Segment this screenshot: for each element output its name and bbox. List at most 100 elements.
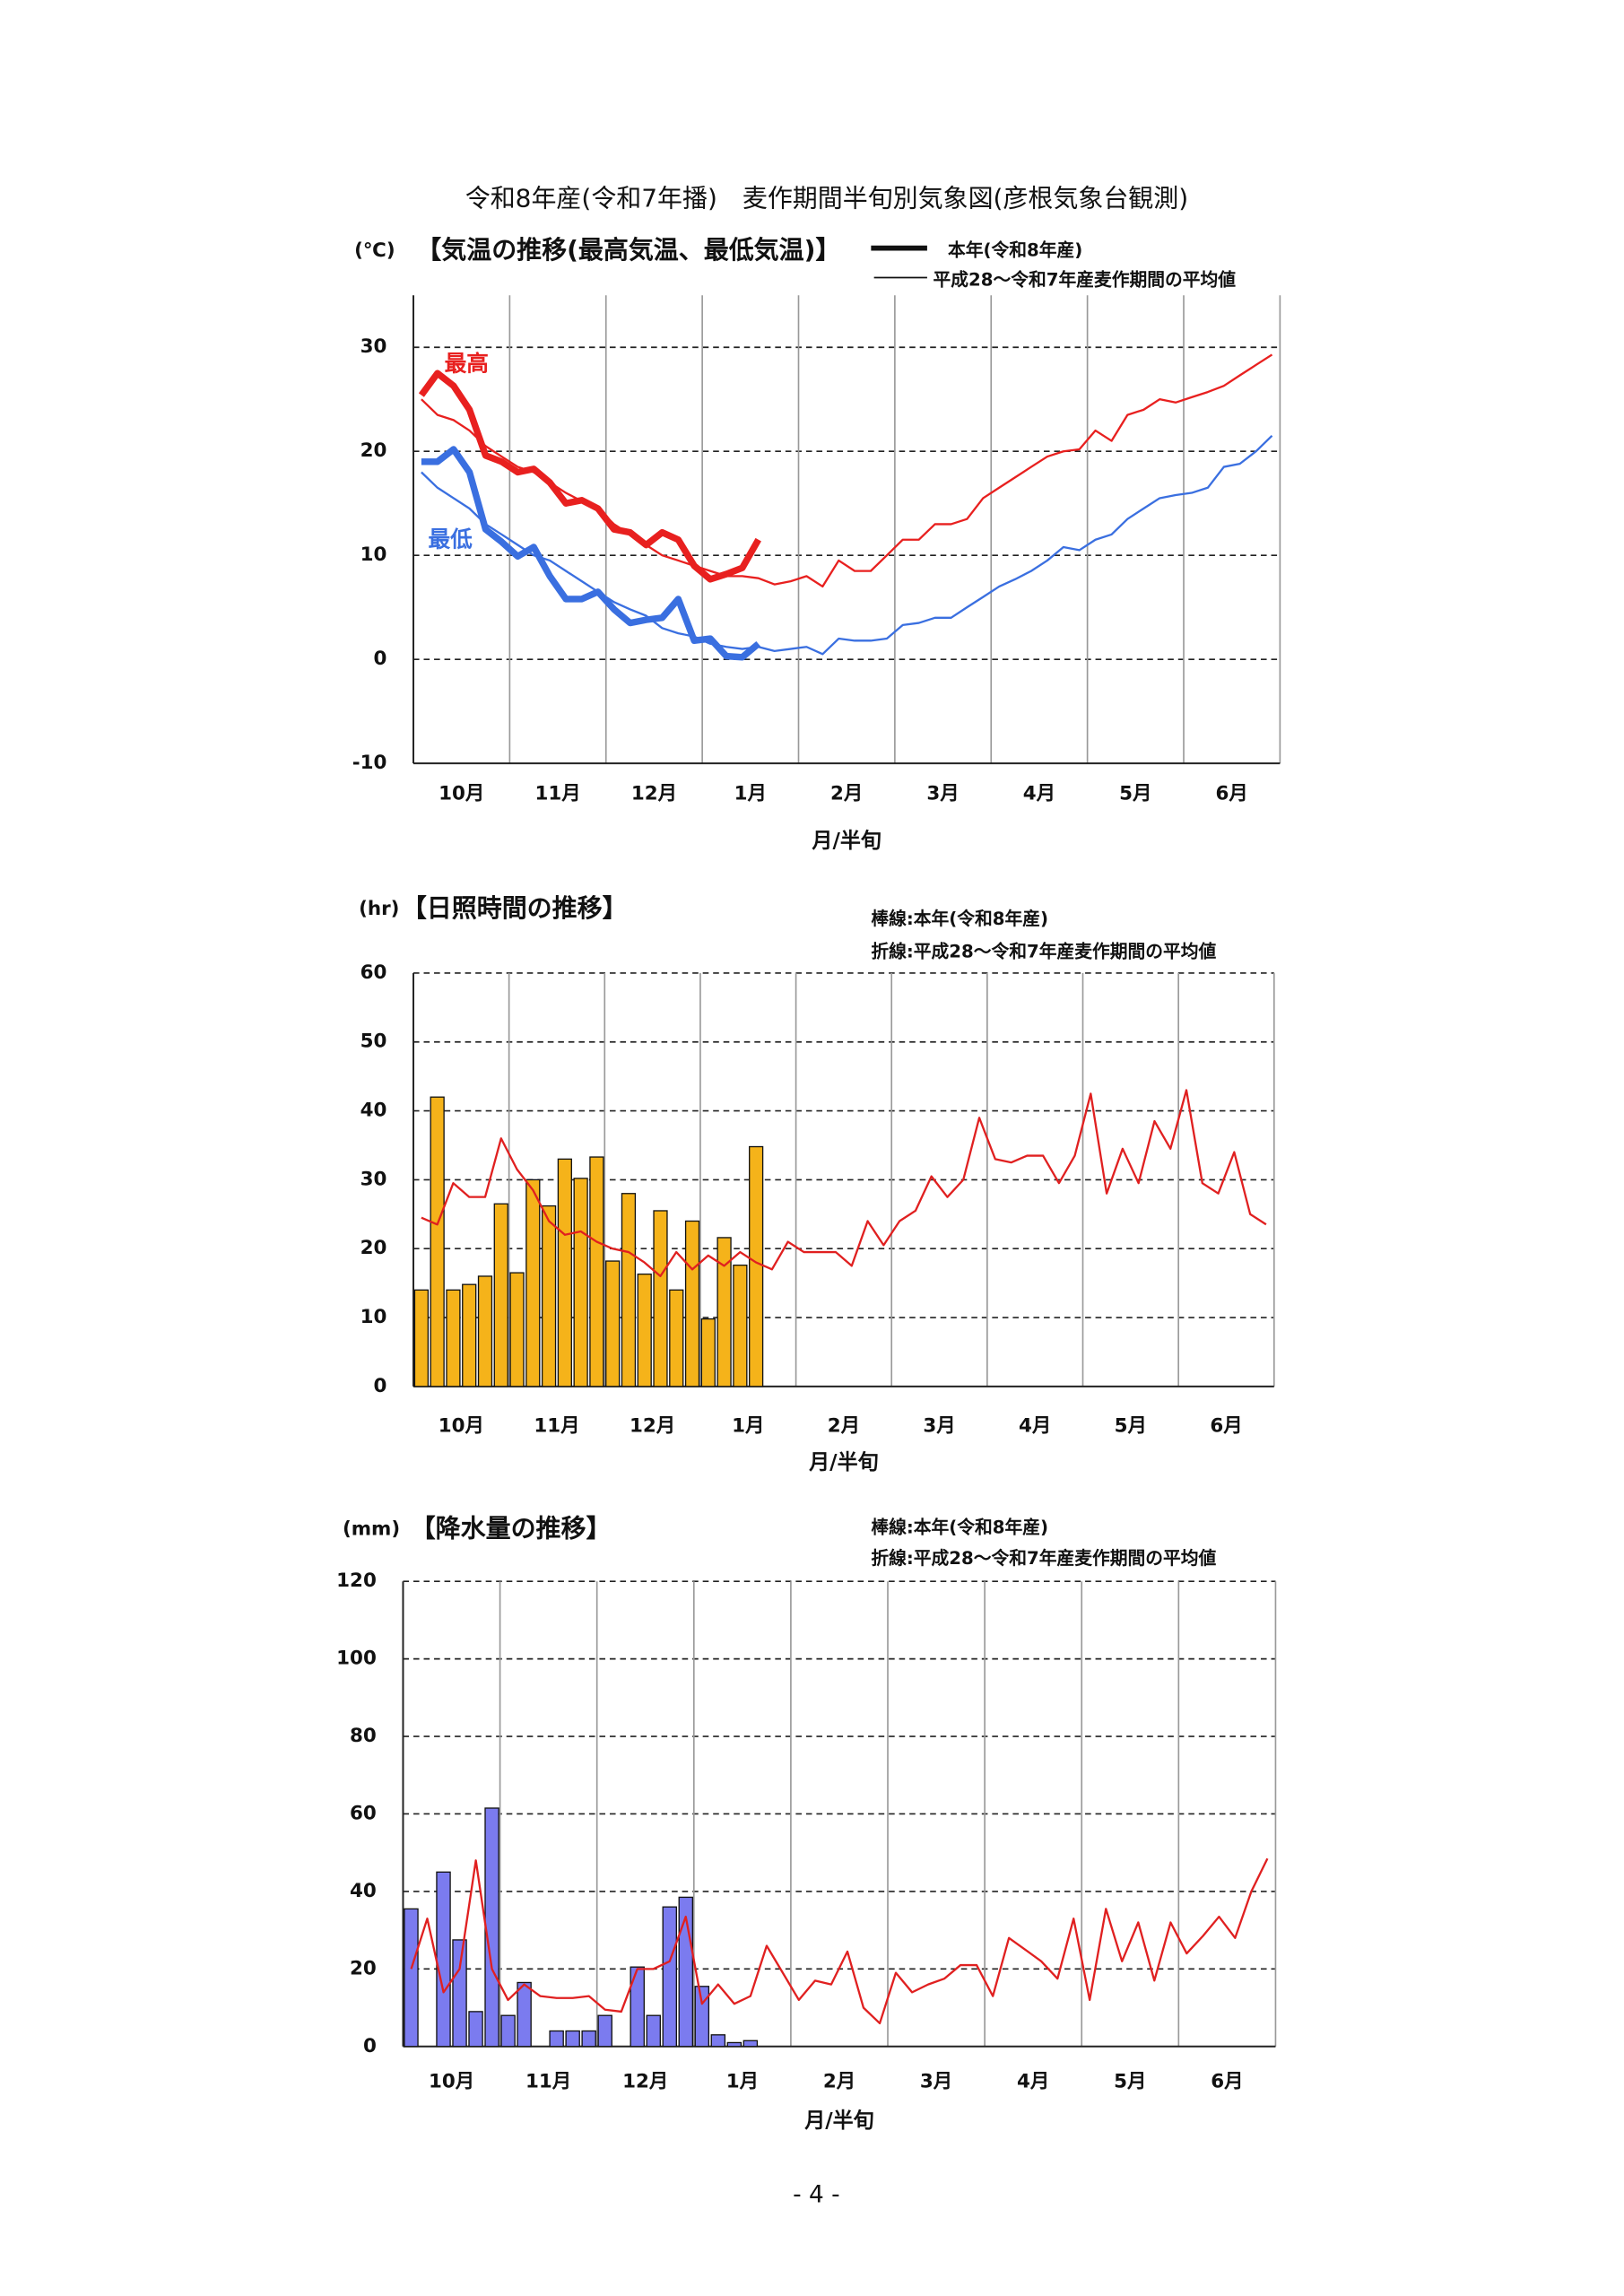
bar: [605, 1260, 621, 1387]
x-tick-label: 4月: [1019, 1414, 1051, 1437]
bar: [413, 1289, 430, 1387]
y-tick-label: 0: [373, 1375, 386, 1397]
y-tick-label: 30: [360, 1168, 387, 1190]
y-tick-label: 0: [363, 2035, 377, 2057]
unit-label: (℃): [354, 239, 395, 262]
bar: [694, 1986, 710, 2048]
bar: [573, 1178, 588, 1387]
bar: [462, 1283, 477, 1387]
x-tick-label: 2月: [830, 783, 863, 805]
bar: [430, 1096, 445, 1387]
bar: [637, 1273, 652, 1387]
average-line: [421, 1089, 1267, 1278]
y-tick-label: 80: [350, 1725, 377, 1747]
legend-label: 本年(令和8年産): [948, 239, 1082, 260]
bar: [436, 1871, 451, 2048]
x-tick-label: 11月: [525, 2070, 571, 2092]
y-tick-label: 100: [336, 1648, 377, 1670]
chart-heading: 【日照時間の推移】: [402, 893, 628, 923]
legend-label: 平成28～令和7年産麦作期間の平均値: [933, 269, 1236, 290]
y-tick-label: 20: [350, 1957, 377, 1979]
y-tick-label: 20: [360, 1237, 387, 1259]
x-axis-title: 月/半旬: [803, 2109, 874, 2133]
legend-label: 棒線:本年(令和8年産): [871, 1517, 1048, 1537]
x-tick-label: 10月: [439, 1414, 484, 1437]
x-axis-title: 月/半旬: [811, 830, 881, 853]
x-tick-label: 3月: [923, 1414, 955, 1437]
bar: [581, 2030, 596, 2048]
y-tick-label: 0: [373, 648, 386, 670]
bar: [477, 1275, 493, 1387]
x-tick-label: 5月: [1115, 1414, 1147, 1437]
bar: [446, 1289, 461, 1387]
bar: [749, 1145, 764, 1387]
page-number: - 4 -: [793, 2182, 840, 2209]
legend-label: 折線:平成28～令和7年産麦作期間の平均値: [871, 1548, 1216, 1569]
legend-label: 折線:平成28～令和7年産麦作期間の平均値: [871, 941, 1216, 961]
bar: [589, 1156, 604, 1387]
x-tick-label: 12月: [622, 2070, 668, 2092]
bar: [484, 1807, 499, 2048]
bar: [662, 1906, 677, 2048]
x-axis-title: 月/半旬: [808, 1451, 879, 1474]
bar: [684, 1220, 700, 1387]
bar: [452, 1939, 467, 2048]
bar: [404, 1908, 419, 2048]
x-tick-label: 11月: [534, 1414, 579, 1437]
y-tick-label: 40: [350, 1880, 377, 1902]
bar: [743, 2039, 759, 2048]
y-tick-label: 60: [350, 1802, 377, 1824]
bar: [493, 1203, 508, 1387]
bar: [541, 1205, 557, 1387]
chart-heading: 【気温の推移(最高気温、最低気温)】: [416, 235, 840, 265]
bar: [653, 1210, 668, 1387]
y-tick-label: 10: [360, 544, 387, 566]
average-line: [410, 1857, 1269, 2025]
bar: [700, 1318, 716, 1387]
x-tick-label: 10月: [439, 783, 484, 805]
x-tick-label: 1月: [732, 1414, 764, 1437]
x-tick-label: 10月: [429, 2070, 474, 2092]
y-tick-label: 30: [360, 335, 387, 358]
y-tick-label: 20: [360, 439, 387, 462]
bar: [621, 1193, 637, 1387]
bar: [509, 1272, 525, 1387]
x-tick-label: 3月: [926, 783, 959, 805]
average-line: [421, 353, 1273, 588]
unit-label: (hr): [359, 898, 399, 920]
unit-label: (mm): [343, 1518, 400, 1541]
x-tick-label: 6月: [1211, 2070, 1243, 2092]
bar: [733, 1265, 748, 1387]
bar: [669, 1289, 684, 1387]
x-tick-label: 2月: [823, 2070, 855, 2092]
bar: [716, 1237, 732, 1387]
y-tick-label: 40: [360, 1100, 387, 1122]
bar: [726, 2041, 743, 2048]
y-tick-label: 120: [336, 1570, 377, 1592]
x-tick-label: 1月: [726, 2070, 759, 2092]
x-tick-label: 1月: [734, 783, 767, 805]
x-tick-label: 6月: [1216, 783, 1248, 805]
y-tick-label: -10: [352, 752, 387, 774]
bar: [500, 2014, 516, 2048]
chart-heading: 【降水量の推移】: [411, 1514, 612, 1544]
bar: [549, 2030, 564, 2048]
bar: [646, 2014, 661, 2048]
bar: [630, 1966, 645, 2048]
bar: [525, 1178, 541, 1387]
bar: [565, 2030, 580, 2048]
page-title: 令和8年産(令和7年播) 麦作期間半旬別気象図(彦根気象台観測): [465, 183, 1188, 213]
x-tick-label: 5月: [1114, 2070, 1146, 2092]
y-tick-label: 50: [360, 1031, 387, 1053]
x-tick-label: 3月: [920, 2070, 952, 2092]
x-tick-label: 4月: [1017, 2070, 1049, 2092]
current-line: [421, 446, 761, 661]
x-tick-label: 12月: [630, 1414, 675, 1437]
y-tick-label: 10: [360, 1306, 387, 1328]
legend-label: 棒線:本年(令和8年産): [871, 909, 1048, 929]
x-tick-label: 5月: [1119, 783, 1151, 805]
x-tick-label: 4月: [1023, 783, 1055, 805]
bar: [710, 2034, 726, 2048]
bar: [468, 2011, 483, 2048]
